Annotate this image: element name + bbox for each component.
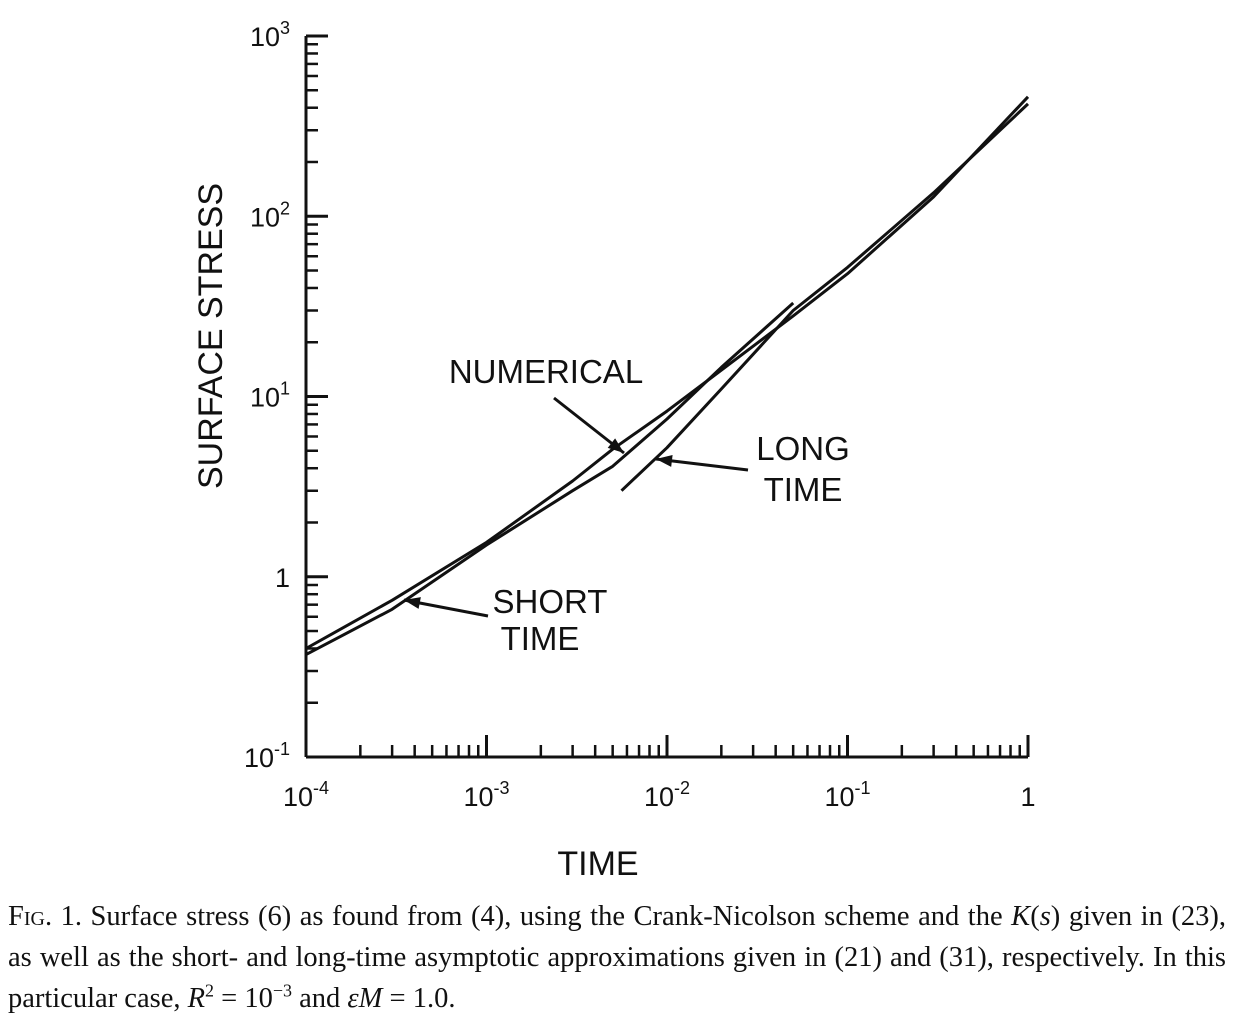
y-tick-label-base: 10 <box>244 743 274 773</box>
caption-eq1-exp: −3 <box>272 980 293 1001</box>
x-tick-label-base: 10 <box>463 782 493 812</box>
numerical-arrowhead <box>607 438 624 453</box>
y-tick-label: 1 <box>275 563 290 593</box>
y-tick-label-base: 1 <box>275 563 290 593</box>
caption-eq2: = 1.0. <box>382 983 456 1014</box>
x-tick-label: 10-4 <box>283 778 329 812</box>
y-tick-label-exp: -1 <box>274 739 290 759</box>
x-tick-label-base: 1 <box>1020 782 1035 812</box>
y-tick-label-exp: 3 <box>280 18 290 38</box>
y-tick-label-base: 10 <box>250 202 280 232</box>
x-tick-label-exp: -3 <box>494 778 510 798</box>
caption-label: Fig. 1. <box>8 901 82 932</box>
y-tick-label-base: 10 <box>250 383 280 413</box>
x-tick-label-exp: -1 <box>855 778 871 798</box>
annotation-short: SHORT <box>493 583 608 620</box>
x-tick-label-exp: -2 <box>674 778 690 798</box>
x-tick-label-base: 10 <box>644 782 674 812</box>
y-tick-label: 10-1 <box>244 739 290 773</box>
caption-eps: εM <box>347 983 383 1014</box>
series-short-time <box>305 301 795 656</box>
series-long-time <box>620 102 1030 492</box>
y-tick-label-base: 10 <box>250 22 280 52</box>
caption-text-1: Surface stress (6) as found from (4), us… <box>82 901 1012 932</box>
long-time-arrowhead <box>656 454 673 467</box>
y-tick-label: 101 <box>250 379 290 413</box>
y-tick-label-exp: 2 <box>280 198 290 218</box>
y-tick-label-exp: 1 <box>280 379 290 399</box>
x-tick-label-base: 10 <box>283 782 313 812</box>
x-axis-label: TIME <box>557 845 638 883</box>
series-lines <box>305 95 1030 656</box>
plot-axes <box>304 36 1028 759</box>
caption-eq1: = 10 <box>214 983 273 1014</box>
caption-r: R <box>187 983 206 1014</box>
y-tick-label: 102 <box>250 198 290 232</box>
axis-ticks <box>304 34 1030 759</box>
figure-caption: Fig. 1. Surface stress (6) as found from… <box>8 901 1226 1014</box>
x-tick-label-exp: -4 <box>313 778 329 798</box>
caption-k: K <box>1011 901 1031 932</box>
x-tick-label: 10-1 <box>824 778 870 812</box>
caption-r-exp: 2 <box>205 980 215 1001</box>
caption-and: and <box>292 983 348 1014</box>
x-tick-label-base: 10 <box>824 782 854 812</box>
y-tick-label: 103 <box>250 18 290 52</box>
x-tick-label: 1 <box>1020 782 1035 812</box>
short-time-arrowhead <box>404 597 421 609</box>
caption-text-2: given in (23), as well as the short- and… <box>8 901 1226 1014</box>
annotation-numerical: NUMERICAL <box>449 353 643 390</box>
caption-s: s <box>1039 901 1051 932</box>
annotation-long-time: TIME <box>764 471 843 508</box>
annotation-short-time: TIME <box>501 620 580 657</box>
x-tick-label: 10-2 <box>644 778 690 812</box>
annotation-long: LONG <box>756 430 850 467</box>
y-axis-label: SURFACE STRESS <box>192 183 230 489</box>
x-tick-label: 10-3 <box>463 778 509 812</box>
series-numerical <box>305 95 1030 650</box>
